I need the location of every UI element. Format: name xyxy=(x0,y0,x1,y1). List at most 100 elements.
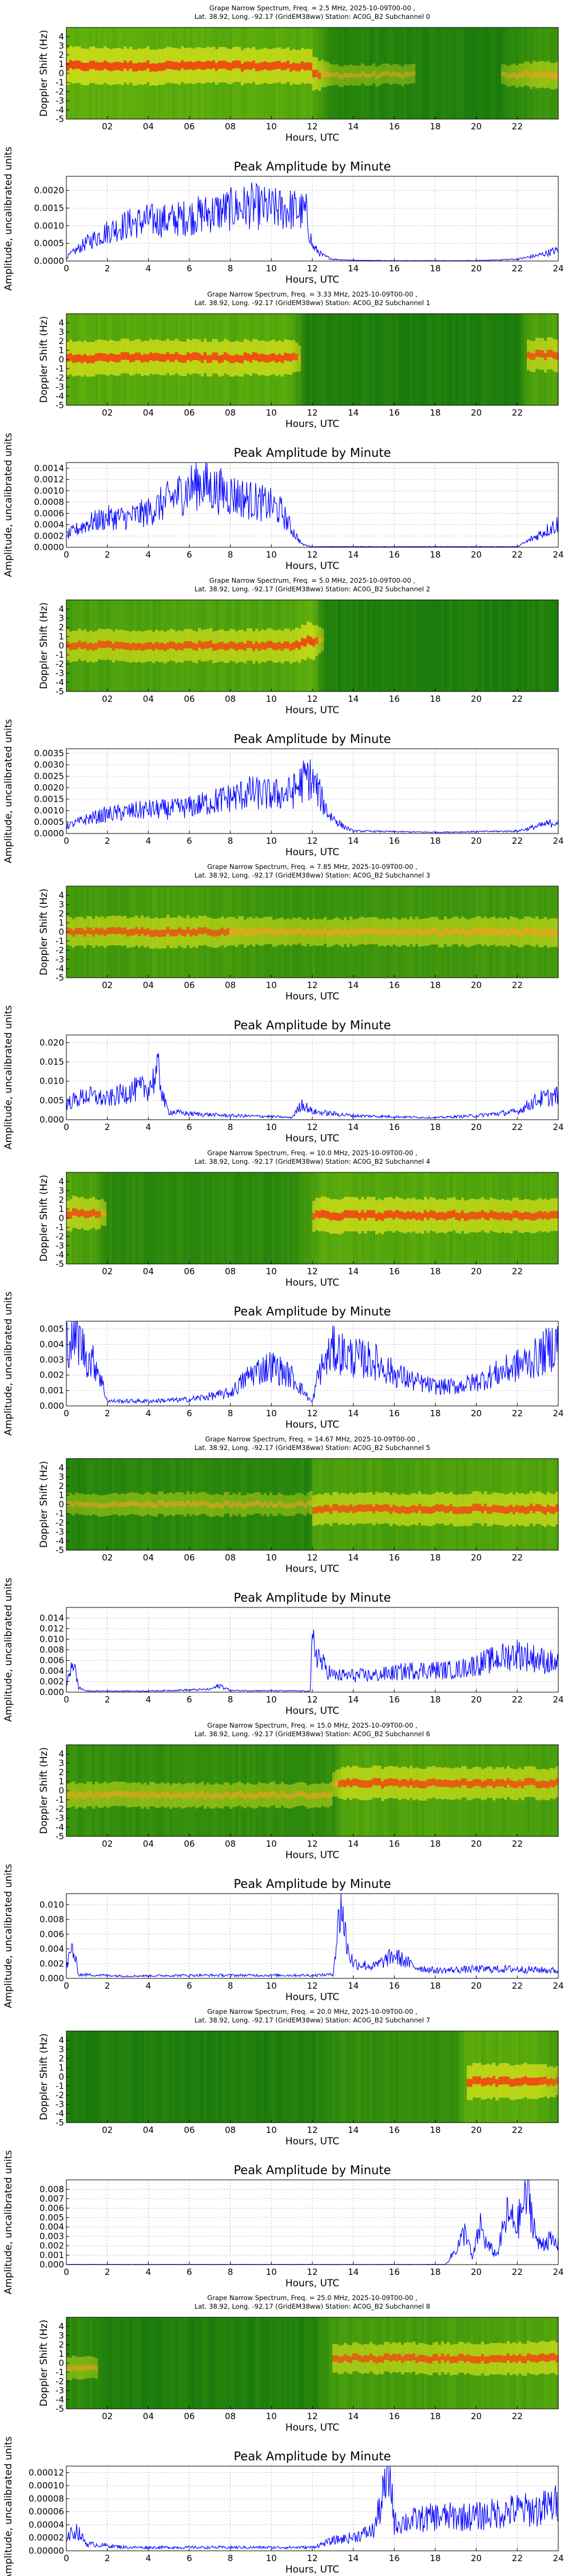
spectrogram-band-core xyxy=(444,1506,447,1514)
spectrogram-column xyxy=(487,27,490,119)
spectrogram-column xyxy=(504,314,507,405)
spectrogram-column xyxy=(307,2031,310,2123)
amplitude-xtick-label: 20 xyxy=(471,550,482,560)
spectrogram-band-core xyxy=(441,2353,444,2360)
spectrogram-band-core xyxy=(358,2354,362,2362)
spectrogram-column xyxy=(261,2317,264,2409)
spectrogram-column xyxy=(215,2031,219,2123)
amplitude-xtick-label: 2 xyxy=(105,263,110,274)
amplitude-xtick-label: 20 xyxy=(471,2553,482,2563)
amplitude-xtick-label: 8 xyxy=(228,836,233,846)
spectrogram-band-core xyxy=(381,71,384,76)
spectrogram-band-core xyxy=(201,355,204,364)
spectrogram-column xyxy=(78,2031,81,2123)
amplitude-xtick-label: 22 xyxy=(512,2553,523,2563)
amplitude-xtick-label: 16 xyxy=(389,263,400,274)
spectrogram-band-core xyxy=(427,1507,430,1514)
amplitude-xtick-label: 18 xyxy=(430,1694,440,1705)
spectrogram-band-core xyxy=(541,1212,545,1220)
spectrogram-band-core xyxy=(550,73,553,79)
spectrogram-band-core xyxy=(164,1503,167,1508)
spectrogram-xtick-label: 12 xyxy=(307,694,317,704)
spectrogram-band-core xyxy=(106,354,110,362)
spectrogram-column xyxy=(264,2317,267,2409)
spectrogram-band-core xyxy=(541,2353,545,2361)
spectrogram-ytick-label: 1 xyxy=(58,1204,64,1214)
spectrogram-band-core xyxy=(292,62,296,70)
spectrogram-band-core xyxy=(178,354,181,362)
spectrogram-band-core xyxy=(181,1501,184,1507)
spectrogram-band-core xyxy=(321,70,324,77)
spectrogram-column xyxy=(209,2317,213,2409)
spectrogram-column xyxy=(287,1172,290,1264)
spectrogram-column xyxy=(247,1745,250,1836)
spectrogram-band-core xyxy=(478,1211,482,1219)
amplitude-ytick-label: 0.020 xyxy=(39,1037,64,1048)
spectrogram-xtick-label: 06 xyxy=(184,1839,194,1849)
spectrogram-xtick-label: 08 xyxy=(225,121,236,132)
spectrogram-band-core xyxy=(553,929,556,936)
spectrogram-band-core xyxy=(452,2356,456,2363)
spectrogram-band-core xyxy=(215,930,219,937)
spectrogram-xtick-label: 22 xyxy=(512,1552,523,1563)
spectrogram-band-core xyxy=(498,1212,502,1220)
spectrogram-band-core xyxy=(332,1212,336,1220)
spectrogram-band-core xyxy=(329,930,333,937)
amplitude-xtick-label: 10 xyxy=(266,550,277,560)
spectrogram-band-core xyxy=(235,643,239,651)
spectrogram-band-core xyxy=(541,2077,545,2085)
spectrogram-band-core xyxy=(364,928,367,935)
spectrogram-band-core xyxy=(458,2353,462,2361)
spectrogram-band-core xyxy=(141,62,144,71)
spectrogram-column xyxy=(178,1172,181,1264)
spectrogram-band-core xyxy=(164,354,167,362)
spectrogram-column xyxy=(372,2031,376,2123)
spectrogram-band-core xyxy=(381,929,384,935)
spectrogram-ytick-label: 3 xyxy=(58,899,64,910)
spectrogram-column xyxy=(504,600,507,692)
spectrogram-band-core xyxy=(458,1780,462,1788)
spectrogram-ytick-label: -4 xyxy=(55,1536,64,1546)
spectrogram-band-core xyxy=(349,927,353,934)
spectrogram-xlabel: Hours, UTC xyxy=(285,2422,339,2433)
spectrogram-band-core xyxy=(118,1503,121,1508)
spectrogram-column xyxy=(307,2317,310,2409)
spectrogram-band-core xyxy=(98,929,101,935)
spectrogram-column xyxy=(304,1172,307,1264)
spectrogram-band-core xyxy=(267,1793,270,1799)
spectrogram-band-core xyxy=(555,72,559,78)
amplitude-xtick-label: 4 xyxy=(146,1122,152,1132)
spectrogram-band-core xyxy=(347,1778,350,1786)
spectrogram-band-core xyxy=(287,60,290,69)
spectrogram-column xyxy=(392,314,396,405)
spectrogram-column xyxy=(72,2317,76,2409)
spectrogram-ytick-label: 4 xyxy=(58,1749,64,1759)
spectrogram-band-core xyxy=(464,1213,467,1221)
spectrogram-title: Grape Narrow Spectrum, Freq. = 20.0 MHz,… xyxy=(207,2008,418,2016)
spectrogram-band-core xyxy=(164,1793,167,1799)
amplitude-xtick-label: 12 xyxy=(307,836,317,846)
spectrogram-band-core xyxy=(138,62,141,70)
spectrogram-band-core xyxy=(335,72,339,77)
spectrogram-band-core xyxy=(86,1502,90,1507)
spectrogram-column xyxy=(189,1745,193,1836)
spectrogram-band-core xyxy=(349,1210,353,1219)
spectrogram-band-core xyxy=(452,927,456,934)
spectrogram-band-core xyxy=(218,1793,221,1799)
amplitude-xtick-label: 2 xyxy=(105,1408,110,1419)
spectrogram-band-core xyxy=(352,930,356,936)
spectrogram-band-core xyxy=(427,1212,430,1220)
spectrogram-band-core xyxy=(221,1793,224,1800)
spectrogram-band-core xyxy=(312,70,316,78)
spectrogram-column xyxy=(349,314,353,405)
spectrogram-xtick-label: 20 xyxy=(471,2125,482,2135)
spectrogram-band-core xyxy=(415,1506,419,1514)
amplitude-xtick-label: 8 xyxy=(228,1981,233,1991)
spectrogram-column xyxy=(155,1172,158,1264)
spectrogram-xtick-label: 02 xyxy=(102,2125,113,2135)
spectrogram-band-core xyxy=(372,71,376,76)
spectrogram-band-core xyxy=(495,2355,499,2362)
spectrogram-band-core xyxy=(258,643,261,651)
spectrogram-band-core xyxy=(544,928,547,935)
spectrogram-column xyxy=(513,314,516,405)
